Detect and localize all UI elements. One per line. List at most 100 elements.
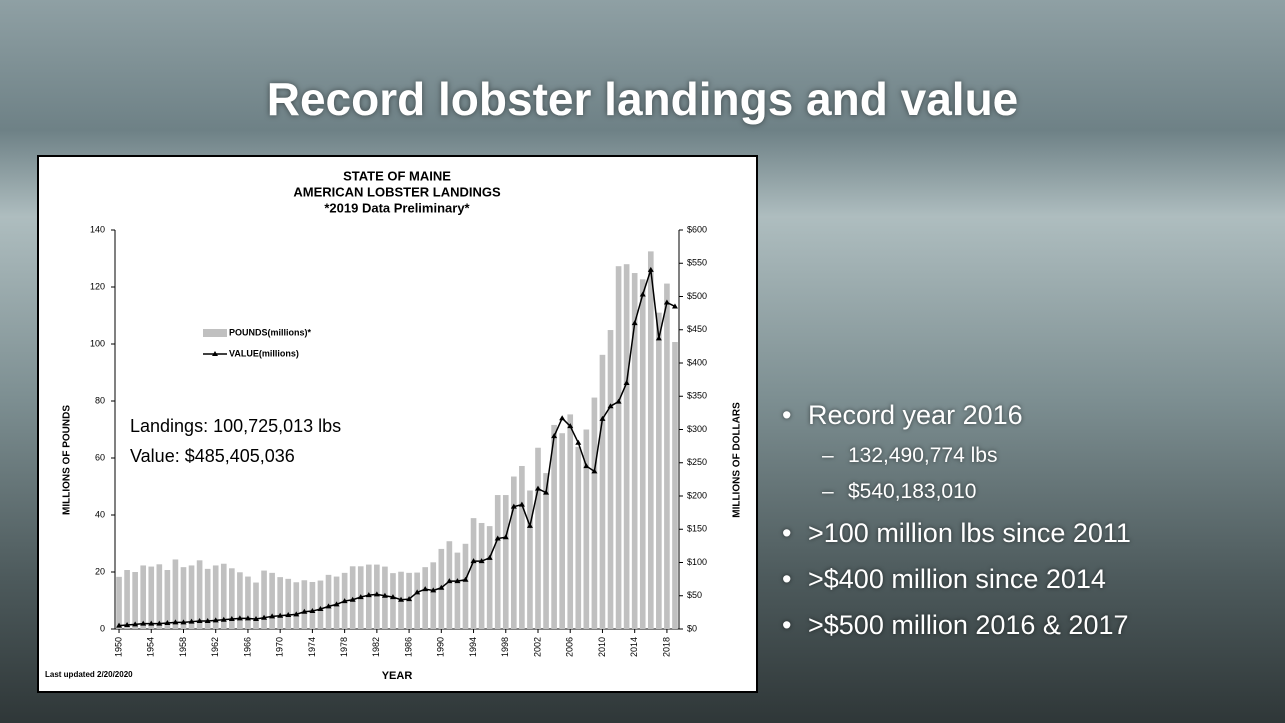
bar: [543, 473, 549, 629]
bar: [374, 565, 380, 629]
bullet: Record year 2016: [808, 392, 1131, 438]
y2-tick-label: $350: [687, 391, 707, 401]
y2-tick-label: $550: [687, 258, 707, 268]
bar: [277, 577, 283, 629]
x-tick-label: 2018: [661, 637, 671, 657]
bar: [656, 313, 662, 629]
bar: [132, 572, 138, 629]
y2-tick-label: $50: [687, 590, 702, 600]
y-tick-label: 80: [95, 395, 105, 405]
bar: [156, 564, 162, 629]
y-tick-label: 20: [95, 566, 105, 576]
annotation: Value: $485,405,036: [130, 446, 295, 466]
x-tick-label: 1978: [339, 637, 349, 657]
y2-tick-label: $150: [687, 524, 707, 534]
bar: [471, 518, 477, 629]
x-tick-label: 2014: [629, 637, 639, 657]
bar: [261, 571, 267, 629]
bar: [600, 355, 606, 629]
legend-label: POUNDS(millions)*: [229, 327, 312, 337]
bullet-list: Record year 2016 132,490,774 lbs $540,18…: [808, 392, 1131, 648]
x-tick-label: 2002: [532, 637, 542, 657]
y2-tick-label: $450: [687, 324, 707, 334]
chart: STATE OF MAINE AMERICAN LOBSTER LANDINGS…: [37, 155, 758, 693]
x-axis-title: YEAR: [382, 670, 413, 682]
chart-title: *2019 Data Preliminary*: [324, 200, 470, 215]
bar: [608, 330, 614, 629]
bar: [455, 553, 461, 629]
bar: [575, 447, 581, 629]
bar: [269, 573, 275, 629]
y-tick-label: 100: [90, 338, 105, 348]
bar: [664, 284, 670, 629]
y2-tick-label: $200: [687, 490, 707, 500]
legend-swatch: [203, 329, 227, 337]
x-tick-label: 1950: [113, 637, 123, 657]
annotation: Landings: 100,725,013 lbs: [130, 416, 341, 436]
bar: [140, 565, 146, 629]
y-tick-label: 120: [90, 281, 105, 291]
bar: [326, 575, 332, 629]
bar: [527, 490, 533, 629]
x-tick-label: 1966: [242, 637, 252, 657]
x-tick-label: 1974: [307, 637, 317, 657]
x-tick-label: 1954: [146, 637, 156, 657]
slide-title: Record lobster landings and value: [0, 72, 1285, 126]
bar: [624, 264, 630, 629]
bullet: >$400 million since 2014: [808, 556, 1131, 602]
bar: [124, 570, 130, 629]
bar: [479, 523, 485, 629]
x-tick-label: 2006: [565, 637, 575, 657]
bar: [447, 541, 453, 629]
bar: [390, 573, 396, 629]
bar: [648, 251, 654, 629]
bar: [430, 562, 436, 629]
y-tick-label: 60: [95, 452, 105, 462]
bar: [487, 526, 493, 629]
bar: [640, 279, 646, 629]
x-tick-label: 1982: [371, 637, 381, 657]
bullet: >100 million lbs since 2011: [808, 510, 1131, 556]
x-tick-label: 1962: [210, 637, 220, 657]
bar: [148, 567, 154, 629]
bar: [253, 583, 259, 629]
y2-tick-label: $400: [687, 357, 707, 367]
bar: [414, 573, 420, 629]
y2-tick-label: $600: [687, 224, 707, 234]
bar: [567, 414, 573, 629]
bar: [519, 466, 525, 629]
bar: [116, 577, 122, 629]
footnote: Last updated 2/20/2020: [45, 670, 133, 679]
bar: [310, 582, 316, 629]
y-tick-label: 140: [90, 224, 105, 234]
bar: [672, 342, 678, 629]
y2-tick-label: $100: [687, 557, 707, 567]
bar: [293, 582, 299, 629]
x-tick-label: 1958: [178, 637, 188, 657]
y2-tick-label: $250: [687, 457, 707, 467]
x-tick-label: 1986: [403, 637, 413, 657]
x-tick-label: 1998: [500, 637, 510, 657]
bar: [382, 567, 388, 629]
x-tick-label: 2010: [597, 637, 607, 657]
bar: [551, 425, 557, 629]
bar: [463, 544, 469, 629]
y-tick-label: 0: [100, 623, 105, 633]
bar: [503, 495, 509, 629]
bar: [173, 559, 179, 629]
bar: [422, 567, 428, 629]
x-tick-label: 1990: [436, 637, 446, 657]
x-tick-label: 1994: [468, 637, 478, 657]
bullet: >$500 million 2016 & 2017: [808, 602, 1131, 648]
legend-label: VALUE(millions): [229, 348, 299, 358]
bar: [511, 477, 517, 629]
chart-title: STATE OF MAINE: [343, 168, 451, 183]
slide: Record lobster landings and value Record…: [0, 0, 1285, 723]
bar: [616, 266, 622, 629]
sub-bullet: 132,490,774 lbs: [848, 438, 1131, 474]
y2-tick-label: $300: [687, 424, 707, 434]
bar: [318, 581, 324, 629]
bar: [559, 433, 565, 629]
sub-bullet: $540,183,010: [848, 474, 1131, 510]
y2-tick-label: $0: [687, 623, 697, 633]
